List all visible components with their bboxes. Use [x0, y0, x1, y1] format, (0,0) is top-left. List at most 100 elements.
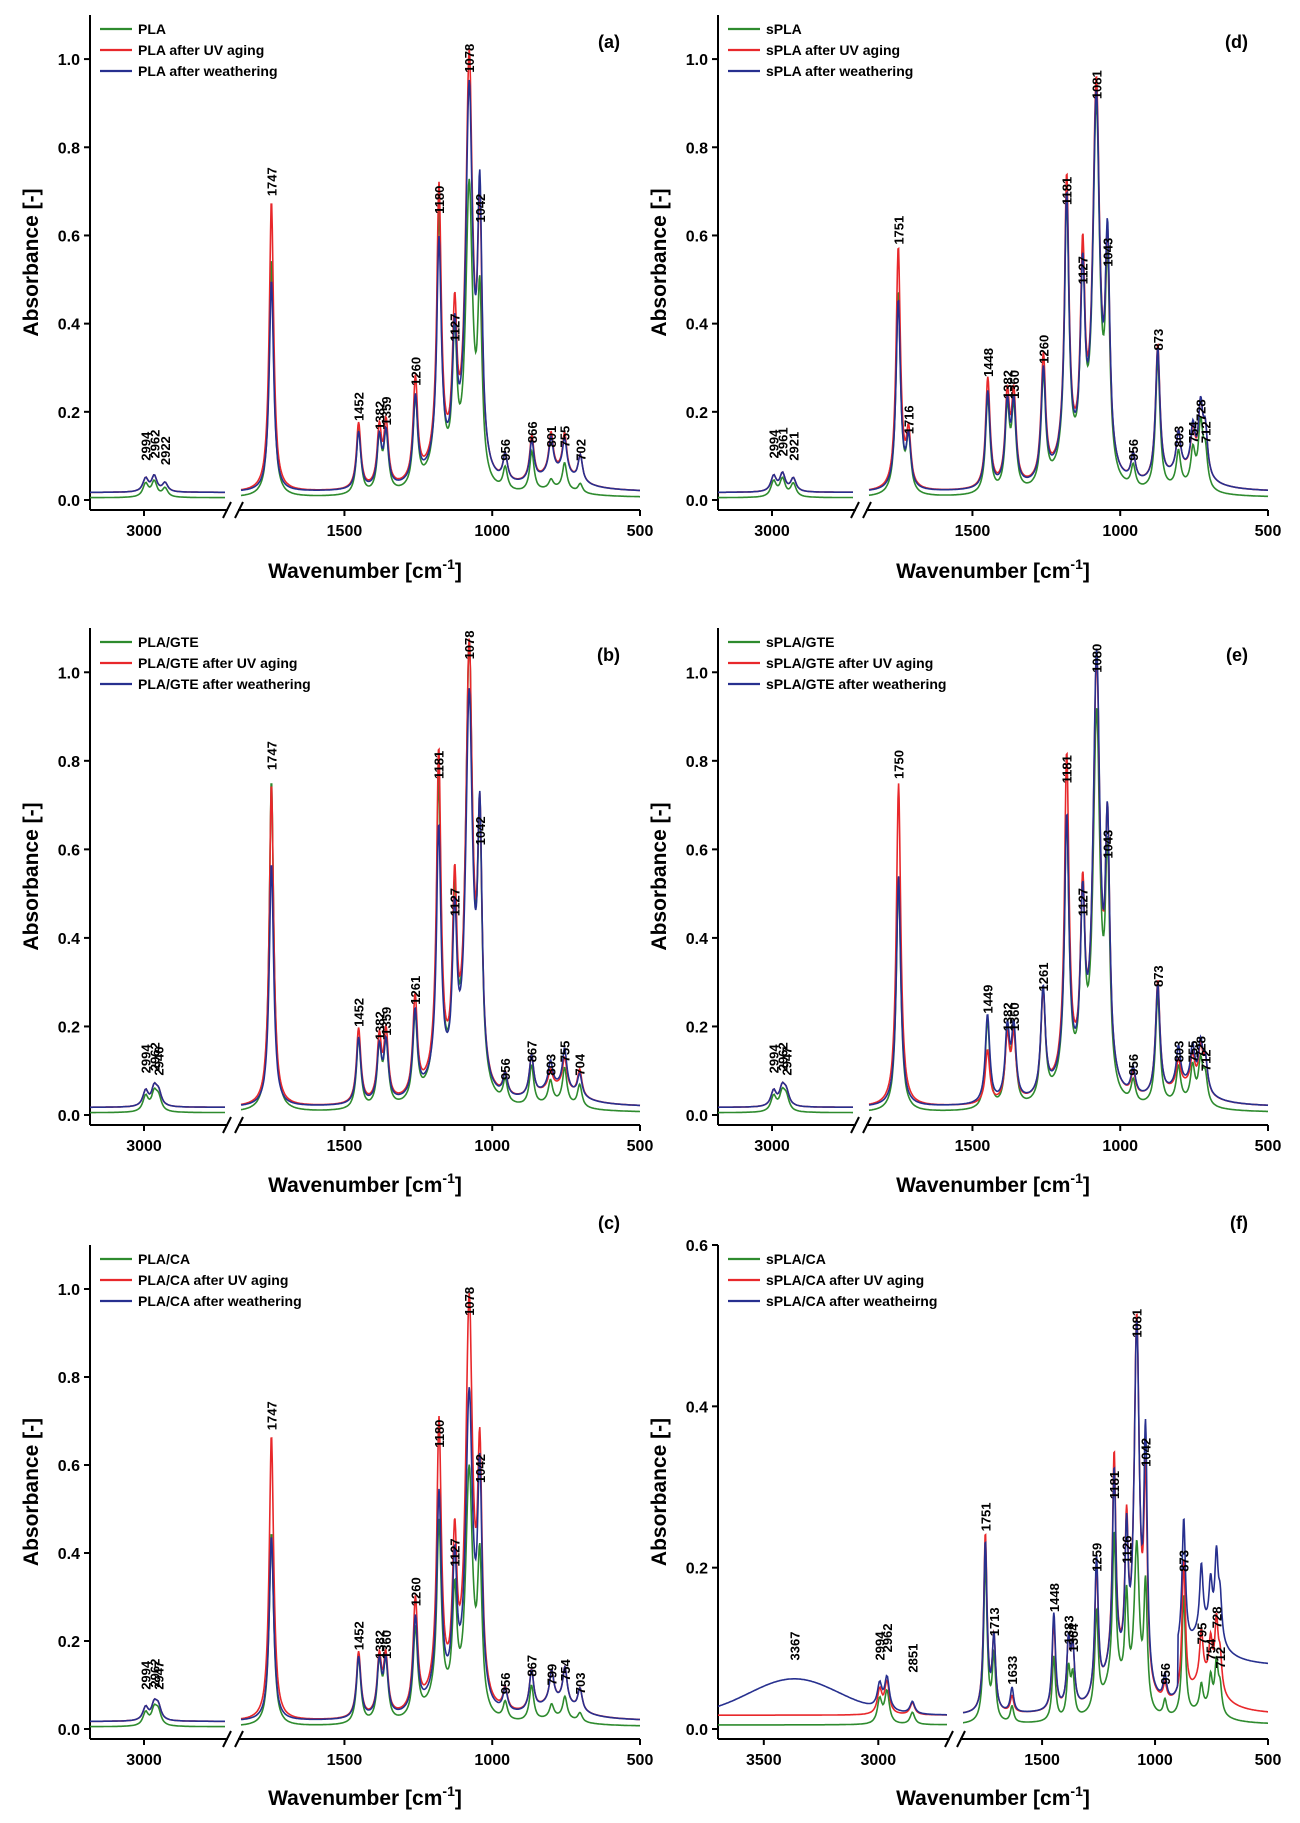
- y-tick-label: 0.6: [686, 842, 708, 859]
- peak-label: 1633: [1005, 1656, 1020, 1685]
- y-tick-label: 0.0: [686, 1722, 708, 1739]
- peak-label: 1127: [448, 313, 463, 341]
- peak-label: 2994: [139, 431, 154, 461]
- x-tick-label: 1500: [327, 523, 363, 540]
- peak-label: 1382: [1000, 1002, 1015, 1031]
- peak-label: 1260: [408, 1577, 423, 1606]
- peak-label: 1078: [462, 630, 477, 659]
- spectrum-line: [717, 1674, 947, 1716]
- peak-label: 803: [1171, 426, 1186, 448]
- peak-label: 1042: [473, 1454, 488, 1483]
- peak-label: 1452: [352, 998, 367, 1027]
- peak-label: 1360: [1007, 1002, 1022, 1031]
- axis-break-mark: [862, 501, 872, 519]
- spectrum-line: [718, 1086, 853, 1114]
- peak-label: 1452: [352, 392, 367, 421]
- x-tick-label: 1500: [327, 1752, 363, 1769]
- spectrum-line: [718, 470, 853, 494]
- x-tick-label: 1000: [474, 1752, 510, 1769]
- peak-label: 956: [1126, 1054, 1141, 1076]
- spectrum-line: [240, 688, 640, 1107]
- chart-panel: 0.0 0.2 0.4 0.6 0.8 1.0 3000 1500 1000 500 Wavenum…: [20, 1213, 653, 1810]
- y-tick-label: 1.0: [58, 665, 80, 682]
- spectrum-line: [718, 476, 854, 499]
- peak-label: 956: [498, 439, 513, 461]
- peak-label: 873: [1177, 1550, 1192, 1572]
- y-tick-label: 0.6: [686, 1238, 708, 1255]
- peak-label: 1180: [432, 1420, 447, 1448]
- peak-label: 799: [545, 1664, 560, 1686]
- peak-label: 1359: [379, 397, 394, 426]
- x-axis-label: Wavenumber [cm-1]: [896, 1783, 1090, 1810]
- peak-label: 1081: [1130, 1309, 1145, 1338]
- spectrum-line: [868, 89, 1268, 491]
- axis-break-mark: [234, 501, 244, 519]
- x-axis-label: Wavenumber [cm-1]: [268, 1170, 462, 1197]
- peak-label: 2994: [873, 1631, 888, 1661]
- axis-break-mark: [956, 1730, 966, 1748]
- peak-label: 703: [573, 1672, 588, 1694]
- chart-panel: 0.0 0.2 0.4 0.6 0.8 1.0 3000 1500 1000 500 Wavenum…: [20, 628, 653, 1197]
- chart-panel: 0.0 0.2 0.4 0.6 0.8 1.0 3000 1500 1000 500 Wavenum…: [648, 628, 1281, 1197]
- panel-label: (d): [1225, 32, 1248, 52]
- y-tick-label: 1.0: [58, 1282, 80, 1299]
- y-tick-label: 0.4: [686, 1399, 708, 1416]
- peak-label: 1716: [902, 405, 917, 434]
- peak-label: 754: [1186, 421, 1201, 443]
- peak-label: 1127: [1076, 256, 1091, 284]
- y-tick-label: 0.8: [686, 140, 708, 157]
- y-axis-label: Absorbance [-]: [20, 1418, 43, 1566]
- spectrum-line: [963, 1531, 1268, 1724]
- peak-label: 2962: [775, 1042, 790, 1071]
- peak-label: 1751: [891, 216, 906, 245]
- spectrum-line: [718, 1688, 947, 1726]
- peak-label: 702: [573, 439, 588, 461]
- legend-entry: PLA/CA after UV aging: [138, 1272, 288, 1288]
- peak-label: 2947: [151, 1661, 166, 1690]
- peak-label: 1382: [372, 1011, 387, 1040]
- spectrum-line: [718, 1081, 853, 1109]
- panel-label: (a): [598, 32, 620, 52]
- y-tick-label: 0.6: [58, 228, 80, 245]
- spectrum-line: [90, 1086, 225, 1114]
- peak-label: 1360: [379, 1630, 394, 1659]
- panel-label: (e): [1226, 645, 1248, 665]
- spectrum-line: [90, 474, 225, 494]
- y-tick-label: 0.0: [58, 493, 80, 510]
- y-tick-label: 0.4: [58, 317, 80, 334]
- spectrum-line: [718, 1679, 947, 1716]
- chart-panel: 0.0 0.2 0.4 0.6 0.8 1.0 3000 1500 1000 500 Wavenum…: [20, 15, 653, 583]
- peak-label: 712: [1198, 421, 1213, 443]
- legend-entry: sPLA/GTE: [766, 634, 834, 650]
- peak-label: 712: [1213, 1647, 1228, 1669]
- peak-label: 755: [1186, 1041, 1201, 1063]
- axis-break-mark: [222, 1116, 232, 1134]
- y-tick-label: 0.2: [58, 1019, 80, 1036]
- peak-label: 2994: [767, 1044, 782, 1074]
- y-tick-label: 0.2: [686, 405, 708, 422]
- spectrum-line: [90, 1697, 225, 1723]
- peak-label: 873: [1151, 965, 1166, 987]
- x-tick-label: 500: [627, 523, 654, 540]
- legend-entry: sPLA/GTE after UV aging: [766, 655, 933, 671]
- peak-label: 3367: [787, 1632, 802, 1661]
- peak-label: 1747: [264, 1401, 279, 1430]
- peak-label: 1747: [264, 741, 279, 770]
- y-tick-label: 0.2: [58, 1634, 80, 1651]
- legend-entry: sPLA/CA after weatheirng: [766, 1293, 937, 1309]
- legend-entry: sPLA/CA: [766, 1251, 826, 1267]
- x-tick-label: 1500: [955, 523, 991, 540]
- peak-label: 712: [1198, 1049, 1213, 1071]
- peak-label: 956: [498, 1672, 513, 1694]
- peak-label: 803: [1171, 1041, 1186, 1063]
- peak-label: 1452: [352, 1621, 367, 1650]
- peak-label: 1448: [981, 348, 996, 377]
- peak-label: 1043: [1101, 830, 1116, 859]
- peak-label: 1260: [408, 357, 423, 386]
- peak-label: 1042: [1139, 1438, 1154, 1467]
- legend-entry: PLA/GTE: [138, 634, 199, 650]
- peak-label: 2962: [147, 430, 162, 459]
- peak-label: 1382: [372, 1630, 387, 1659]
- peak-label: 1181: [432, 751, 447, 779]
- peak-label: 1078: [462, 1287, 477, 1316]
